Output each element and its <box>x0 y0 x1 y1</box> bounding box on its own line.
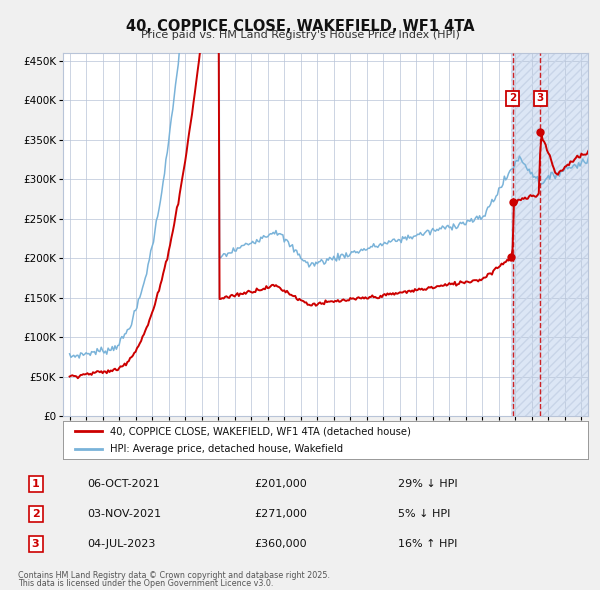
Text: 03-NOV-2021: 03-NOV-2021 <box>87 509 161 519</box>
Text: 16% ↑ HPI: 16% ↑ HPI <box>398 539 457 549</box>
Bar <box>511 53 588 416</box>
Text: £360,000: £360,000 <box>254 539 307 549</box>
Text: 3: 3 <box>536 93 544 103</box>
Text: 29% ↓ HPI: 29% ↓ HPI <box>398 479 458 489</box>
Text: 2: 2 <box>509 93 516 103</box>
Text: HPI: Average price, detached house, Wakefield: HPI: Average price, detached house, Wake… <box>110 444 343 454</box>
Text: This data is licensed under the Open Government Licence v3.0.: This data is licensed under the Open Gov… <box>18 579 274 588</box>
Text: £271,000: £271,000 <box>254 509 307 519</box>
Text: 5% ↓ HPI: 5% ↓ HPI <box>398 509 450 519</box>
Text: 3: 3 <box>32 539 40 549</box>
Text: 04-JUL-2023: 04-JUL-2023 <box>87 539 155 549</box>
Text: Contains HM Land Registry data © Crown copyright and database right 2025.: Contains HM Land Registry data © Crown c… <box>18 571 330 580</box>
Text: 40, COPPICE CLOSE, WAKEFIELD, WF1 4TA (detached house): 40, COPPICE CLOSE, WAKEFIELD, WF1 4TA (d… <box>110 426 411 436</box>
Text: 40, COPPICE CLOSE, WAKEFIELD, WF1 4TA: 40, COPPICE CLOSE, WAKEFIELD, WF1 4TA <box>125 19 475 34</box>
Text: £201,000: £201,000 <box>254 479 307 489</box>
Text: Price paid vs. HM Land Registry's House Price Index (HPI): Price paid vs. HM Land Registry's House … <box>140 30 460 40</box>
Text: 1: 1 <box>32 479 40 489</box>
Bar <box>511 53 588 416</box>
Text: 2: 2 <box>32 509 40 519</box>
Text: 06-OCT-2021: 06-OCT-2021 <box>87 479 160 489</box>
